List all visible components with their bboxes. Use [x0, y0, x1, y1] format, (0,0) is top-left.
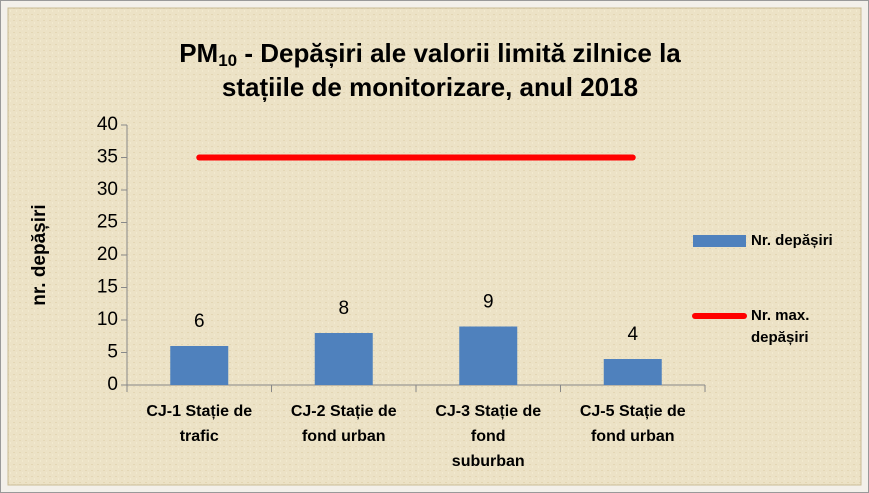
x-tick-label: fond urban — [591, 428, 675, 445]
bar — [170, 346, 229, 385]
y-axis-label: nr. depășiri — [29, 204, 50, 305]
legend-label: Nr. depășiri — [751, 232, 833, 249]
x-tick-label: trafic — [180, 428, 219, 445]
value-label: 9 — [483, 292, 494, 313]
y-tick-label: 25 — [97, 212, 118, 233]
y-tick-label: 10 — [97, 309, 118, 330]
x-tick-label: CJ-1 Stație de — [146, 403, 252, 420]
x-tick-label: suburban — [452, 453, 525, 470]
x-tick-label: fond urban — [302, 428, 386, 445]
x-tick-label: fond — [471, 428, 506, 445]
bar — [459, 326, 518, 385]
y-tick-label: 20 — [97, 244, 118, 265]
value-label: 6 — [194, 311, 205, 332]
chart-title: stațiile de monitorizare, anul 2018 — [222, 72, 638, 102]
legend-label: Nr. max. depășiri — [751, 307, 810, 346]
title-prefix: PM — [179, 38, 218, 68]
y-tick-label: 35 — [97, 147, 118, 168]
chart-title: PM10 - Depășiri ale valorii limită zilni… — [179, 38, 681, 71]
x-tick-label: CJ-3 Stație de — [435, 403, 541, 420]
legend-swatch — [693, 235, 746, 247]
bar — [603, 359, 662, 385]
y-tick-label: 5 — [107, 342, 118, 363]
value-label: 4 — [627, 324, 638, 345]
value-label: 8 — [338, 298, 349, 319]
y-tick-label: 15 — [97, 277, 118, 298]
y-tick-label: 0 — [107, 374, 118, 395]
bar — [314, 333, 373, 385]
y-tick-label: 30 — [97, 179, 118, 200]
x-tick-label: CJ-5 Stație de — [580, 403, 686, 420]
title-subscript: 10 — [218, 51, 237, 70]
y-tick-label: 40 — [97, 114, 118, 135]
title-line: - Depășiri ale valorii limită zilnice la — [237, 38, 681, 68]
x-tick-label: CJ-2 Stație de — [291, 403, 397, 420]
